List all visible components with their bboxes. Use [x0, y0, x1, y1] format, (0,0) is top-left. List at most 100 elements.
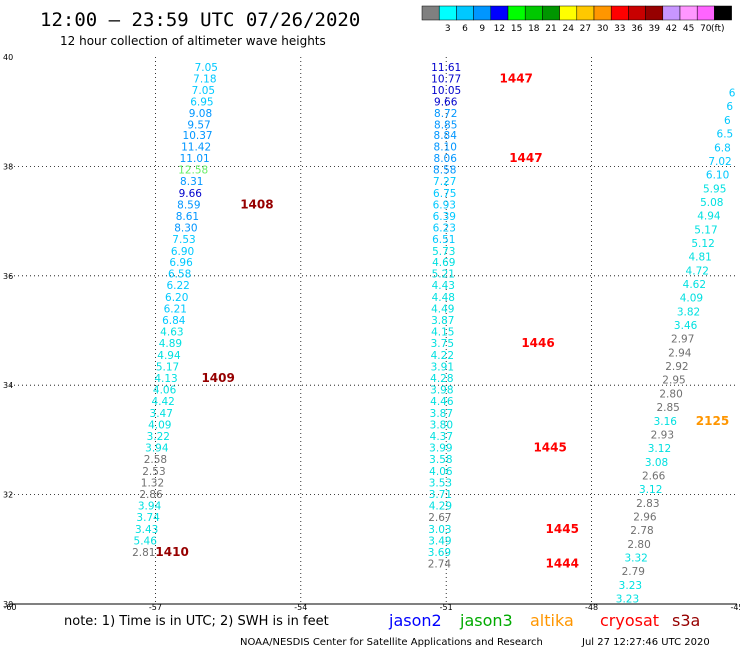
color-scale-label: 70 — [700, 24, 712, 34]
pass-time-label: 1445 — [533, 441, 566, 455]
wave-height-value: 10.77 — [431, 73, 461, 85]
color-scale-swatch — [593, 5, 612, 21]
color-scale-swatch — [576, 5, 595, 21]
wave-height-value: 7.02 — [708, 156, 731, 168]
color-scale-swatch — [490, 5, 509, 21]
color-scale-swatch — [473, 5, 492, 21]
footer-note: note: 1) Time is in UTC; 2) SWH is in fe… — [64, 614, 329, 629]
pass-time-label: 1447 — [500, 71, 533, 85]
plot-area: 7.057.187.056.959.089.5710.3711.4211.011… — [10, 57, 740, 606]
wave-height-value: 3.87 — [430, 408, 453, 420]
satellite-legend-jason2: jason2 — [388, 611, 442, 630]
color-scale-label: 18 — [528, 24, 540, 34]
wave-height-value: 8.10 — [434, 142, 457, 154]
wave-height-value: 6.84 — [162, 315, 186, 327]
color-scale-label: 6 — [462, 24, 468, 34]
color-scale-swatch — [628, 5, 646, 21]
wave-height-value: 6.20 — [165, 292, 188, 304]
wave-height-value: 3.23 — [619, 580, 642, 592]
wave-height-value: 3.12 — [639, 484, 662, 496]
color-scale-swatch — [696, 5, 715, 21]
wave-height-value: 8.84 — [434, 130, 458, 142]
y-tick-label: 40 — [3, 53, 13, 62]
wave-height-value: 4.72 — [686, 265, 709, 277]
chart-title: 12:00 – 23:59 UTC 07/26/2020 — [40, 9, 360, 31]
x-tick-label: -48 — [585, 603, 598, 612]
pass-time-label: 1447 — [509, 151, 542, 165]
wave-height-value: 3.99 — [429, 443, 452, 455]
wave-height-value: 4.89 — [159, 338, 182, 350]
wave-height-value: 5.08 — [700, 197, 723, 209]
wave-height-value: 3.08 — [645, 457, 668, 469]
wave-height-value: 4.28 — [430, 373, 453, 385]
wave-height-value: 4.06 — [429, 466, 453, 478]
wave-height-value: 7.18 — [193, 73, 216, 85]
wave-height-value: 3.82 — [677, 306, 700, 318]
wave-height-value: 3.58 — [429, 454, 452, 466]
pass-time-label: 1445 — [546, 522, 579, 536]
wave-height-value: 6.39 — [433, 211, 456, 223]
color-scale-label: 24 — [562, 24, 574, 34]
pass-time-label: 1446 — [521, 336, 554, 350]
color-scale-label: 36 — [631, 24, 643, 34]
y-tick-label: 36 — [3, 272, 13, 281]
wave-height-value: 4.94 — [697, 211, 721, 223]
wave-height-value: 9.66 — [434, 96, 458, 108]
wave-height-value: 2.74 — [428, 559, 452, 571]
wave-height-value: 6.22 — [166, 280, 189, 292]
wave-height-value: 12.58 — [178, 165, 208, 177]
color-scale-label: 15 — [511, 24, 522, 34]
x-tick-labels: -60 -57 -54 -51 -48 -45 — [3, 603, 740, 612]
color-scale-unit: (ft) — [711, 24, 725, 34]
x-tick-label: -45 — [730, 603, 740, 612]
wave-height-value: 4.48 — [432, 292, 455, 304]
color-scale-label: 27 — [580, 24, 591, 34]
wave-height-value: 5.17 — [156, 362, 179, 374]
wave-height-value: 3.23 — [616, 594, 639, 606]
wave-height-value: 2.58 — [144, 454, 167, 466]
wave-height-value: 3.47 — [150, 408, 173, 420]
wave-height-value: 7.27 — [433, 176, 456, 188]
pass-time-label: 2125 — [696, 414, 729, 428]
wave-height-value: 3.12 — [648, 443, 671, 455]
wave-height-value: 2.80 — [627, 539, 650, 551]
wave-height-value: 8.31 — [180, 176, 203, 188]
wave-height-value: 2.86 — [139, 489, 163, 501]
wave-height-value: 6 — [724, 115, 731, 127]
wave-height-value: 4.69 — [432, 257, 455, 269]
wave-height-value: 3.80 — [430, 420, 453, 432]
color-scale-label: 39 — [648, 24, 660, 34]
wave-height-value: 3.91 — [431, 362, 454, 374]
wave-height-value: 8.85 — [434, 119, 457, 131]
wave-height-value: 3.94 — [145, 443, 169, 455]
wave-height-value: 8.30 — [174, 223, 197, 235]
color-scale-swatch — [645, 5, 664, 21]
wave-height-value: 7.05 — [195, 62, 218, 74]
wave-height-value: 2.53 — [142, 466, 165, 478]
wave-height-value: 4.09 — [680, 293, 703, 305]
wave-height-value: 6.93 — [433, 200, 456, 212]
color-scale-swatch — [610, 5, 629, 21]
wave-height-value: 3.43 — [135, 524, 158, 536]
wave-height-value: 3.87 — [431, 315, 454, 327]
wave-height-value: 2.93 — [651, 429, 674, 441]
color-scale-label: 42 — [666, 24, 677, 34]
wave-height-value: 6.23 — [433, 223, 456, 235]
wave-height-value: 9.66 — [179, 188, 203, 200]
wave-height-value: 3.69 — [428, 547, 451, 559]
color-scale-label: 9 — [479, 24, 485, 34]
wave-height-value: 4.42 — [151, 396, 174, 408]
y-tick-label: 32 — [3, 491, 13, 500]
wave-height-value: 4.43 — [432, 280, 455, 292]
wave-height-value: 4.22 — [431, 350, 454, 362]
color-scale-swatch — [559, 5, 578, 21]
wave-height-value: 3.03 — [428, 524, 451, 536]
wave-height-value: 4.81 — [688, 252, 711, 264]
wave-height-value: 6 — [729, 88, 736, 100]
wave-height-value: 8.72 — [434, 108, 457, 120]
wave-height-labels: 7.057.187.056.959.089.5710.3711.4211.011… — [132, 62, 736, 606]
color-scale-label: 45 — [683, 24, 694, 34]
wave-height-value: 8.61 — [176, 211, 199, 223]
color-scale-swatch — [662, 5, 681, 21]
wave-height-value: 2.79 — [622, 566, 645, 578]
